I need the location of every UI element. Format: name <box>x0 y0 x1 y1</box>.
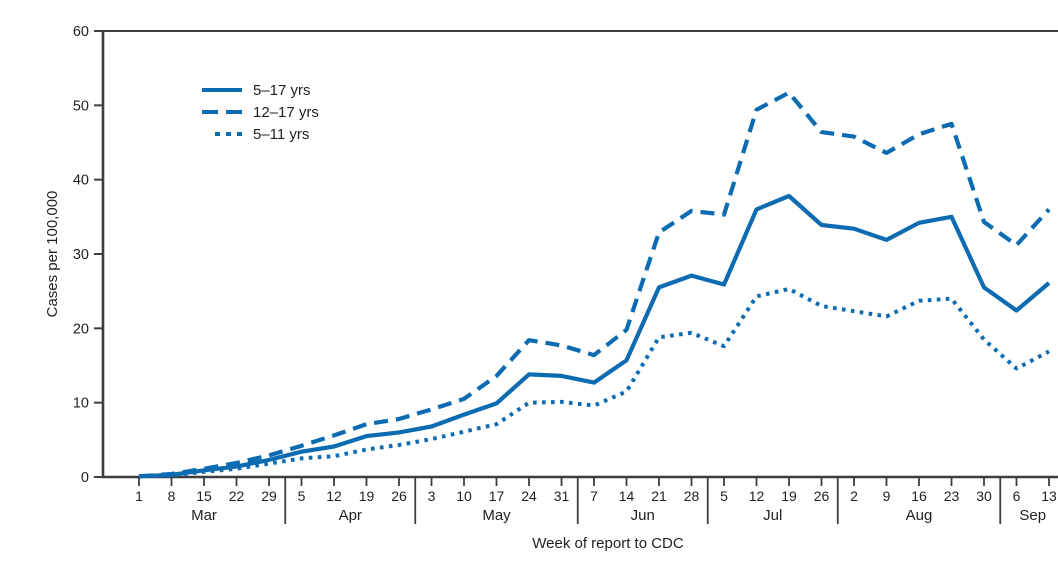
svg-text:40: 40 <box>73 173 89 189</box>
line-12-17-yrs <box>138 90 1051 479</box>
legend-swatch-box <box>200 110 242 114</box>
svg-text:21: 21 <box>651 488 667 504</box>
svg-text:2: 2 <box>850 488 858 504</box>
svg-text:50: 50 <box>73 98 89 114</box>
y-axis: 0 10 20 30 40 50 60 Cases per 100,000 <box>44 24 103 486</box>
legend-item-5-11: 5–11 yrs <box>200 125 319 143</box>
covid-cases-by-age-line-chart: 0 10 20 30 40 50 60 Cases per 100,000 1 8 15 22 29 5 1… <box>40 16 1058 563</box>
svg-text:12: 12 <box>326 488 342 504</box>
month-label: Jul <box>763 507 782 524</box>
svg-text:31: 31 <box>554 488 570 504</box>
svg-text:6: 6 <box>1013 488 1021 504</box>
svg-text:0: 0 <box>81 470 89 486</box>
svg-text:26: 26 <box>391 488 407 504</box>
svg-text:12: 12 <box>749 488 765 504</box>
y-axis-title: Cases per 100,000 <box>44 191 61 318</box>
svg-text:60: 60 <box>73 24 89 40</box>
series-lines <box>138 90 1051 479</box>
svg-text:10: 10 <box>73 396 89 412</box>
svg-text:30: 30 <box>73 247 89 263</box>
svg-text:30: 30 <box>976 488 992 504</box>
svg-text:19: 19 <box>359 488 375 504</box>
svg-text:14: 14 <box>619 488 635 504</box>
svg-text:16: 16 <box>911 488 927 504</box>
month-label: Jun <box>631 507 655 524</box>
month-label: Mar <box>191 507 217 524</box>
svg-text:1: 1 <box>135 488 143 504</box>
line-5-17-yrs <box>138 193 1051 479</box>
svg-text:15: 15 <box>196 488 212 504</box>
legend-item-5-17: 5–17 yrs <box>200 81 319 99</box>
month-label: Aug <box>906 507 933 524</box>
month-label: Apr <box>339 507 362 524</box>
svg-text:20: 20 <box>73 321 89 337</box>
legend-label-12-17: 12–17 yrs <box>253 103 319 121</box>
x-axis: 1 8 15 22 29 5 12 19 26 3 10 17 24 31 7 14 21 28 5 12 19 26 2 9… <box>135 477 1057 504</box>
svg-text:28: 28 <box>684 488 700 504</box>
svg-text:5: 5 <box>720 488 728 504</box>
svg-text:3: 3 <box>428 488 436 504</box>
month-label: May <box>482 507 511 524</box>
svg-text:13: 13 <box>1041 488 1057 504</box>
legend-swatch-box <box>200 132 242 136</box>
legend-label-5-17: 5–17 yrs <box>253 81 311 99</box>
x-axis-title: Week of report to CDC <box>532 535 684 552</box>
dotted-line-swatch <box>215 132 242 136</box>
svg-text:19: 19 <box>781 488 797 504</box>
chart-legend: 5–17 yrs 12–17 yrs 5–11 yrs <box>200 81 319 143</box>
dashed-line-swatch <box>202 110 242 114</box>
legend-item-12-17: 12–17 yrs <box>200 103 319 121</box>
svg-text:23: 23 <box>944 488 960 504</box>
svg-text:24: 24 <box>521 488 537 504</box>
svg-text:9: 9 <box>883 488 891 504</box>
line-5-11-yrs <box>138 286 1050 479</box>
svg-text:29: 29 <box>261 488 277 504</box>
svg-text:17: 17 <box>489 488 505 504</box>
solid-line-swatch <box>202 88 242 92</box>
svg-text:8: 8 <box>168 488 176 504</box>
legend-label-5-11: 5–11 yrs <box>253 125 310 143</box>
svg-text:5: 5 <box>298 488 306 504</box>
svg-text:26: 26 <box>814 488 830 504</box>
month-label: Sep <box>1019 507 1046 524</box>
svg-text:7: 7 <box>590 488 598 504</box>
svg-text:10: 10 <box>456 488 472 504</box>
legend-swatch-box <box>200 88 242 92</box>
svg-text:22: 22 <box>229 488 245 504</box>
